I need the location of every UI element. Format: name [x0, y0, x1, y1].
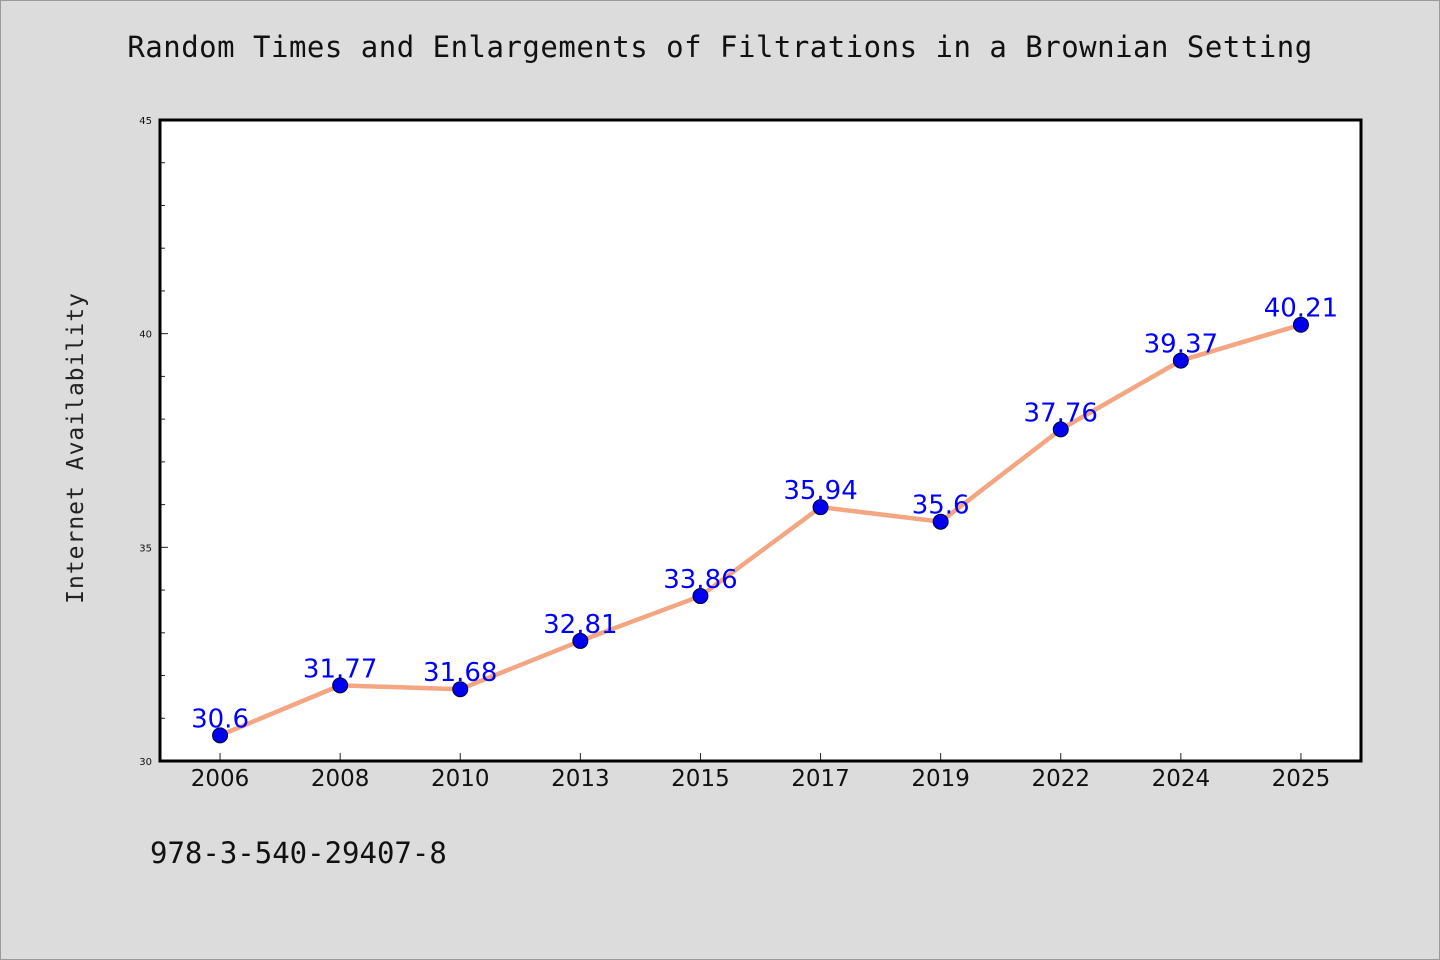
data-label: 39.37: [1144, 330, 1218, 360]
data-point: [332, 677, 349, 694]
x-tick-label: 2022: [1031, 766, 1090, 792]
x-tick-label: 2017: [791, 766, 850, 792]
data-label: 37.76: [1024, 398, 1098, 428]
y-tick-label: 40: [139, 330, 152, 341]
data-label: 40.21: [1264, 294, 1338, 324]
x-tick-label: 2025: [1272, 766, 1331, 792]
x-tick-label: 2019: [911, 766, 970, 792]
series-line: [217, 322, 1304, 738]
x-tick-label: 2015: [671, 766, 730, 792]
data-point: [1052, 421, 1069, 438]
y-tick-label: 45: [139, 116, 152, 127]
data-point: [1292, 316, 1309, 333]
isbn-text: 978-3-540-29407-8: [150, 836, 447, 870]
y-tick-label: 30: [139, 757, 152, 768]
data-point: [212, 727, 229, 744]
data-point: [452, 681, 469, 698]
data-label: 35.6: [912, 491, 970, 521]
x-tick-label: 2006: [191, 766, 250, 792]
chart-title: Random Times and Enlargements of Filtrat…: [127, 30, 1313, 64]
data-label: 33.86: [663, 565, 737, 595]
x-tick-label: 2008: [311, 766, 370, 792]
plot-area: [160, 120, 1361, 761]
x-tick-label: 2010: [431, 766, 490, 792]
y-tick-label: 35: [139, 543, 152, 554]
data-label: 31.77: [303, 654, 377, 684]
data-label: 35.94: [783, 476, 857, 506]
data-label: 32.81: [543, 610, 617, 640]
data-point: [692, 588, 709, 605]
data-point: [932, 513, 949, 530]
x-tick-label: 2013: [551, 766, 610, 792]
data-point: [572, 632, 589, 649]
x-tick-label: 2024: [1152, 766, 1211, 792]
data-point: [1172, 352, 1189, 369]
data-label: 30.6: [191, 704, 249, 734]
data-point: [812, 499, 829, 516]
data-label: 31.68: [423, 658, 497, 688]
plot-border: [158, 118, 1363, 763]
